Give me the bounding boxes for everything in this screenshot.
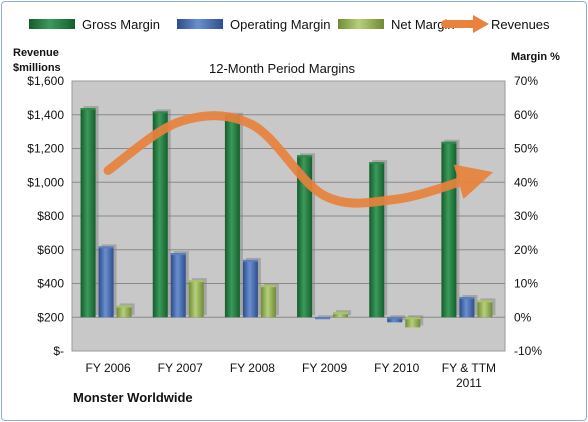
bar-cap (405, 317, 421, 320)
legend-swatch-net-margin (338, 19, 384, 29)
bar-gross-margin (224, 114, 240, 318)
y-left-tick-label: $1,000 (27, 175, 64, 189)
y-left-tick-label: $800 (37, 209, 64, 223)
y-left-tick-label: $1,200 (27, 142, 64, 156)
legend-arrow-icon (473, 15, 489, 33)
bar-cap (188, 280, 204, 283)
y-right-tick-label: 40% (514, 175, 538, 189)
x-tick-label-line: FY 2007 (158, 361, 203, 375)
x-tick-label: FY 2006 (86, 361, 131, 375)
bar-cap (260, 285, 276, 288)
y-right-tick-label: 70% (514, 74, 538, 88)
bar-net-margin (188, 280, 204, 318)
x-tick-label-line: FY 2006 (86, 361, 131, 375)
bar-operating-margin (170, 253, 186, 318)
bar-cap (387, 317, 403, 320)
bar-gross-margin (297, 155, 313, 318)
company-label: Monster Worldwide (73, 390, 193, 405)
bar-operating-margin (387, 317, 403, 323)
bar-cap (152, 111, 168, 114)
x-tick-label-line: FY 2008 (230, 361, 275, 375)
x-tick-label: FY 2009 (302, 361, 347, 375)
axes: $- -10% $200 0% $400 10% $600 20% $800 30% $1,000 4… (27, 74, 542, 390)
y-left-tick-label: $1,600 (27, 74, 64, 88)
bar-cap (441, 141, 457, 144)
y-left-tick-label: $600 (37, 243, 64, 257)
x-tick-label: FY 2010 (374, 361, 419, 375)
bar-cap (170, 253, 186, 256)
bar-net-margin (260, 285, 276, 318)
x-tick-label: FY 2007 (158, 361, 203, 375)
y-left-title-line-2: $millions (13, 62, 61, 74)
bar-gross-margin (369, 162, 385, 318)
bar-cap (333, 312, 349, 315)
legend-swatch-gross-margin (29, 19, 75, 29)
y-left-tick-label: $- (53, 344, 64, 358)
y-left-tick-label: $200 (37, 310, 64, 324)
y-left-axis-title: Revenue $millions (13, 47, 62, 74)
y-right-tick-label: 0% (514, 310, 532, 324)
bar-cap (98, 246, 114, 249)
revenue-line-path (103, 111, 494, 208)
bar-cap (459, 297, 475, 299)
x-tick-label-line: FY 2009 (302, 361, 347, 375)
y-right-tick-label: 30% (514, 209, 538, 223)
x-tick-label-line: FY & TTM (442, 361, 496, 375)
x-tick-label-line: 2011 (456, 376, 482, 390)
bar-gross-margin (152, 111, 168, 318)
bar-operating-margin (459, 297, 475, 318)
y-left-tick-label: $400 (37, 277, 64, 291)
bar-gross-margin (441, 141, 457, 318)
bar-cap (242, 259, 258, 262)
y-right-axis-title: Margin % (511, 51, 560, 63)
legend-label: Operating Margin (230, 17, 330, 32)
legend: Gross Margin Operating Margin Net Margin Re… (29, 15, 550, 33)
bar-operating-margin (242, 259, 258, 318)
bar-cap (315, 317, 331, 320)
bar-cap (477, 300, 493, 303)
bar-cap (80, 108, 96, 110)
x-tick-label: FY & TTM 2011 (442, 361, 496, 390)
bar-cap (369, 162, 385, 164)
legend-label: Revenues (491, 17, 550, 32)
revenue-line (103, 111, 494, 208)
bar-net-margin (116, 305, 132, 318)
bar-gross-margin (80, 108, 96, 318)
bar-net-margin (477, 300, 493, 318)
bar-net-margin (405, 317, 421, 328)
y-right-tick-label: 20% (514, 243, 538, 257)
grid-lines (72, 114, 505, 318)
y-right-tick-label: -10% (514, 344, 542, 358)
bar-cap (297, 155, 313, 158)
y-left-title-line-1: Revenue (13, 47, 59, 59)
bar-series (80, 106, 496, 328)
legend-label: Gross Margin (82, 17, 160, 32)
y-right-tick-label: 10% (514, 277, 538, 291)
chart-title: 12-Month Period Margins (209, 61, 355, 76)
y-right-tick-label: 50% (514, 142, 538, 156)
legend-label: Net Margin (391, 17, 455, 32)
y-right-tick-label: 60% (514, 108, 538, 122)
bar-operating-margin (98, 246, 114, 318)
y-left-tick-label: $1,400 (27, 108, 64, 122)
legend-swatch-operating-margin (177, 19, 223, 29)
bar-cap (116, 305, 132, 308)
bar-net-margin (333, 312, 349, 318)
x-tick-label: FY 2008 (230, 361, 275, 375)
bar-shadow (318, 315, 334, 317)
x-tick-label-line: FY 2010 (374, 361, 419, 375)
